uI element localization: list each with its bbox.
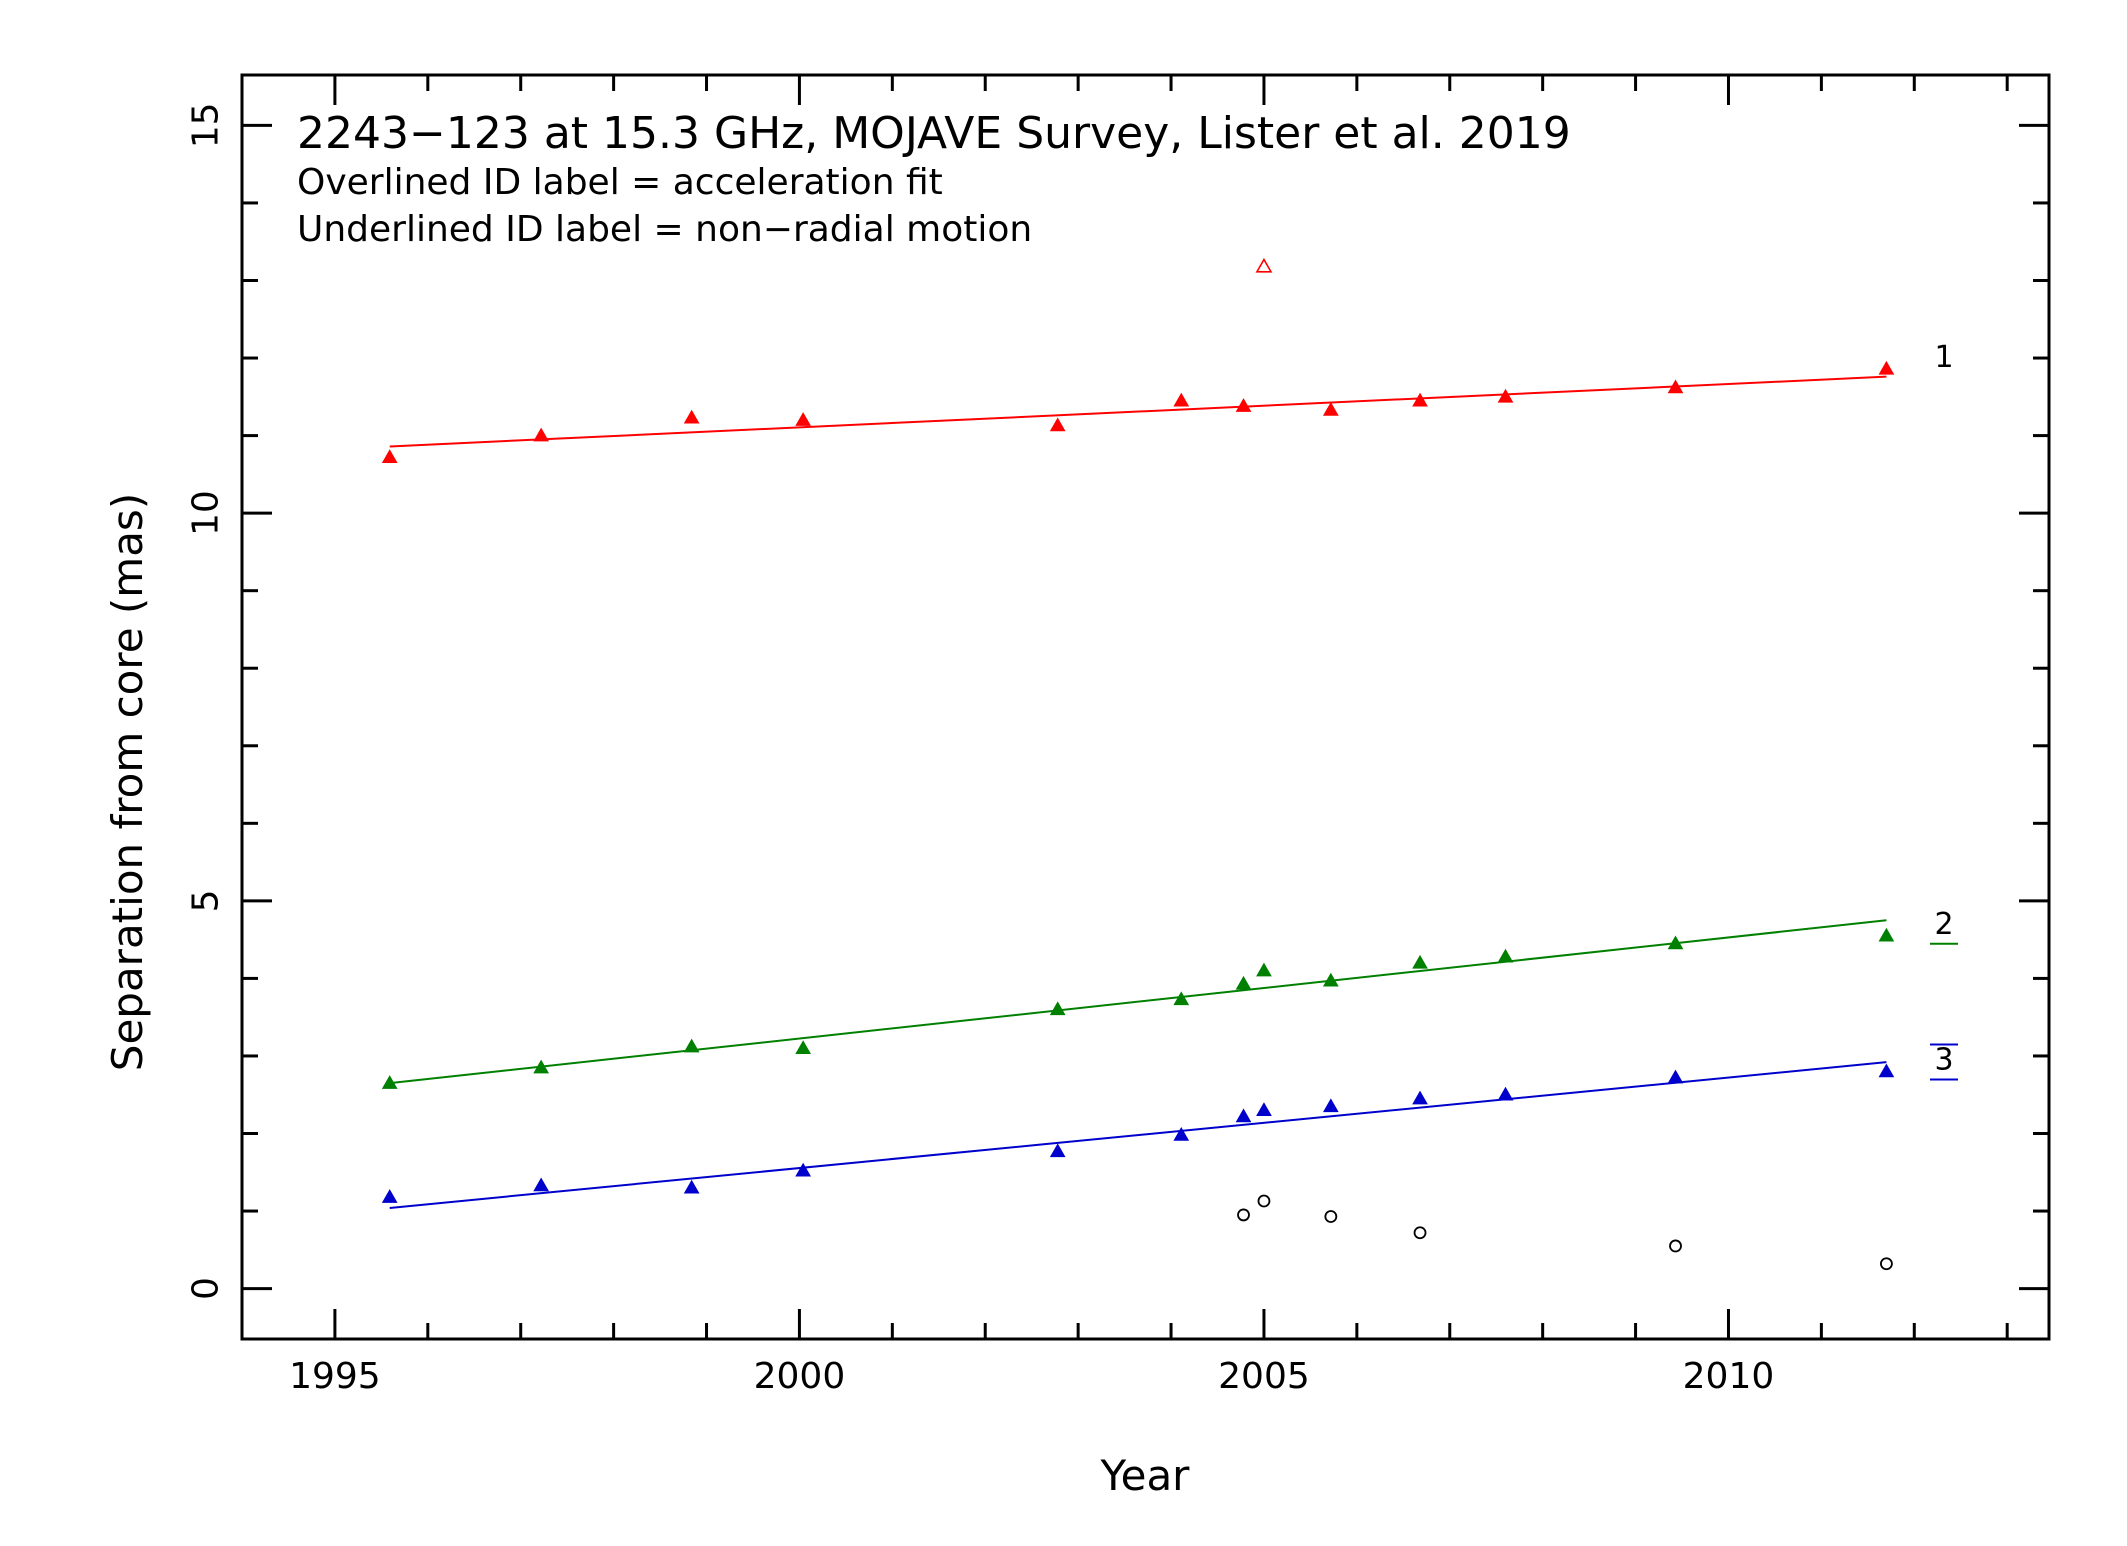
x-tick-label: 1995 [289, 1356, 381, 1397]
data-points [381, 257, 1895, 1271]
plot-frame [240, 73, 2051, 1341]
data-point [1235, 1108, 1252, 1123]
fit-line [389, 375, 1887, 448]
data-point [1667, 379, 1684, 394]
data-point [1255, 257, 1273, 273]
data-point [1049, 1143, 1066, 1158]
data-point [1324, 1210, 1338, 1223]
data-point [1878, 360, 1895, 375]
series-id-labels: 1 2 3 [1930, 340, 1958, 1081]
data-point [1173, 392, 1190, 407]
series-id-label: 3 [1934, 1042, 1953, 1077]
data-point [381, 449, 398, 464]
data-point [1049, 417, 1066, 432]
data-point [1322, 401, 1339, 416]
data-point [795, 412, 812, 426]
x-tick-label: 2000 [754, 1356, 846, 1397]
data-point [683, 1179, 700, 1194]
x-axis-title: Year [1100, 1451, 1191, 1500]
data-point [1878, 1063, 1895, 1078]
data-point [1256, 1102, 1272, 1116]
y-tick-label: 15 [186, 102, 227, 148]
data-point [1497, 948, 1514, 963]
data-point [1880, 1257, 1893, 1271]
data-point [1669, 1239, 1682, 1253]
data-point [1256, 962, 1272, 977]
data-point [795, 1040, 812, 1054]
data-point [1667, 935, 1684, 950]
data-point [1497, 388, 1514, 403]
data-point [1412, 1090, 1428, 1105]
data-point [1173, 1127, 1190, 1141]
fit-lines [389, 375, 1887, 1209]
y-axis-title: Separation from core (mas) [103, 493, 152, 1071]
data-point [533, 1177, 550, 1192]
data-point [1173, 991, 1190, 1006]
chart-title: 2243−123 at 15.3 GHz, MOJAVE Survey, Lis… [297, 108, 1571, 159]
data-point [1412, 392, 1428, 407]
y-tick-label: 5 [186, 889, 227, 912]
x-tick-label: 2005 [1218, 1356, 1310, 1397]
data-point [1237, 1208, 1250, 1222]
note-overline: Overlined ID label = acceleration fit [297, 162, 943, 203]
data-point [381, 1075, 398, 1089]
data-point [683, 1038, 700, 1053]
data-point [533, 427, 550, 442]
data-point [1412, 954, 1428, 969]
data-point [1322, 1098, 1339, 1113]
series-id-label: 1 [1934, 340, 1953, 375]
data-point [381, 1189, 398, 1203]
series-id-label: 2 [1934, 907, 1953, 942]
tick-labels: 1995 2000 2005 2010 0 5 10 15 [186, 102, 1775, 1397]
data-point [533, 1059, 550, 1074]
data-point [1667, 1069, 1684, 1084]
axis-ticks [240, 75, 2049, 1339]
data-point [1257, 1194, 1271, 1208]
data-point [1235, 975, 1252, 990]
data-point [795, 1162, 812, 1177]
data-point [1413, 1226, 1427, 1240]
fit-line [389, 919, 1887, 1085]
data-point [683, 409, 700, 424]
y-tick-label: 0 [186, 1277, 227, 1300]
y-tick-label: 10 [186, 490, 227, 536]
data-point [1322, 972, 1339, 987]
x-tick-label: 2010 [1683, 1356, 1775, 1397]
data-point [1878, 927, 1895, 942]
note-underline: Underlined ID label = non−radial motion [297, 209, 1032, 250]
fit-line [389, 1061, 1887, 1209]
data-point [1235, 398, 1252, 412]
data-point [1049, 1001, 1066, 1016]
data-point [1497, 1086, 1514, 1101]
